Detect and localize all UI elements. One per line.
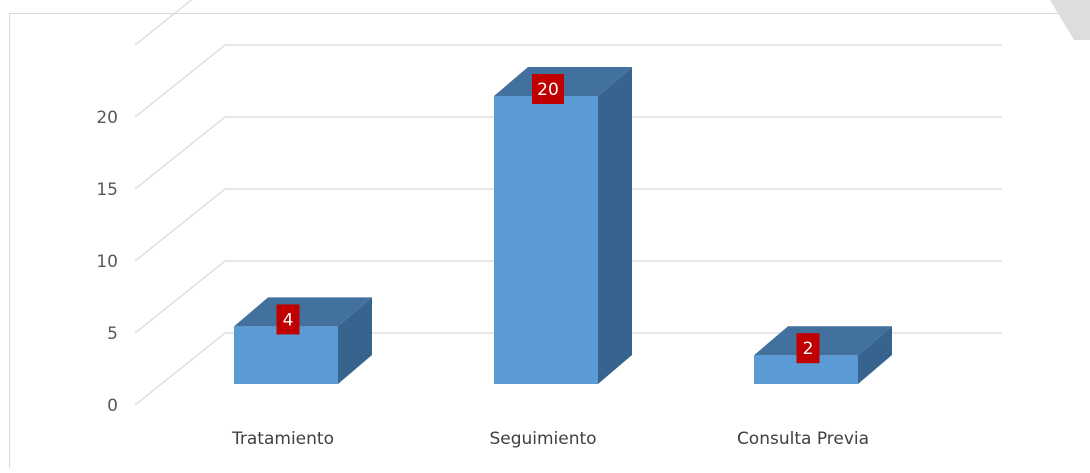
bar-front-face <box>494 96 598 384</box>
y-tick-label-5: 5 <box>107 324 118 344</box>
data-label-value: 20 <box>537 80 559 100</box>
x-category-label: Consulta Previa <box>737 429 869 449</box>
x-category-label: Tratamiento <box>231 429 334 449</box>
data-label-value: 2 <box>803 339 814 359</box>
bar-seguimiento <box>494 67 632 384</box>
data-label-value: 4 <box>283 310 294 330</box>
x-axis: Tratamiento Seguimiento Consulta Previa <box>231 429 869 449</box>
y-axis: 0 5 10 15 20 <box>96 108 118 416</box>
bar-side-face <box>598 67 632 384</box>
bar-consulta-previa <box>754 326 892 384</box>
data-label-tratamiento: 4 <box>277 304 300 334</box>
data-label-seguimiento: 20 <box>532 74 564 104</box>
y-tick-label-10: 10 <box>96 252 118 272</box>
y-tick-label-0: 0 <box>107 396 118 416</box>
data-label-consulta-previa: 2 <box>797 333 820 363</box>
y-tick-label-20: 20 <box>96 108 118 128</box>
bar-front-face <box>234 326 338 384</box>
y-tick-label-15: 15 <box>96 180 118 200</box>
bar-series <box>234 67 892 384</box>
bar-tratamiento <box>234 297 372 384</box>
x-category-label: Seguimiento <box>489 429 596 449</box>
page-corner-mark <box>1050 0 1090 40</box>
gridline-25 <box>135 0 1002 45</box>
